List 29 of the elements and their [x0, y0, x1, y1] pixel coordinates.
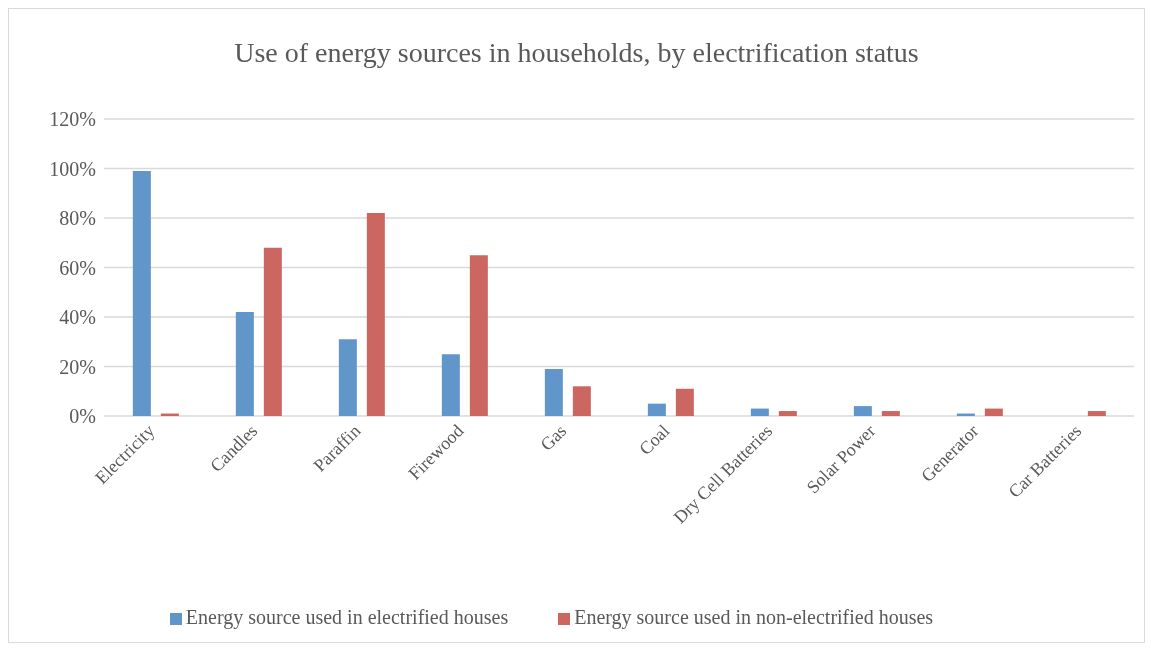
legend-label: Energy source used in electrified houses	[185, 606, 509, 628]
chart-title: Use of energy sources in households, by electrification status	[233, 37, 920, 69]
bar	[1087, 411, 1106, 416]
bar	[366, 213, 385, 416]
y-tick-label: 40%	[59, 306, 96, 329]
y-tick-label: 120%	[49, 108, 96, 131]
bar	[881, 411, 900, 416]
bar	[853, 406, 872, 416]
bar	[263, 247, 282, 416]
bar	[778, 411, 797, 416]
bar	[132, 170, 151, 416]
bar	[647, 403, 666, 416]
legend-label: Energy source used in non-electrified houses	[574, 606, 934, 628]
bar	[675, 388, 694, 416]
y-tick-label: 60%	[59, 256, 96, 279]
y-tick-label: 80%	[59, 207, 96, 230]
y-tick-label: 0%	[69, 405, 96, 428]
bar	[750, 408, 769, 416]
bar	[572, 386, 591, 416]
bar	[544, 368, 563, 416]
x-tick-label: Gas	[536, 420, 571, 455]
bar	[984, 408, 1003, 416]
y-tick-label: 20%	[59, 355, 96, 378]
bar	[338, 339, 357, 416]
x-tick-label: Coal	[635, 420, 674, 459]
bar	[235, 312, 254, 416]
bar	[469, 255, 488, 416]
bar	[441, 354, 460, 416]
y-tick-label: 100%	[49, 157, 96, 180]
